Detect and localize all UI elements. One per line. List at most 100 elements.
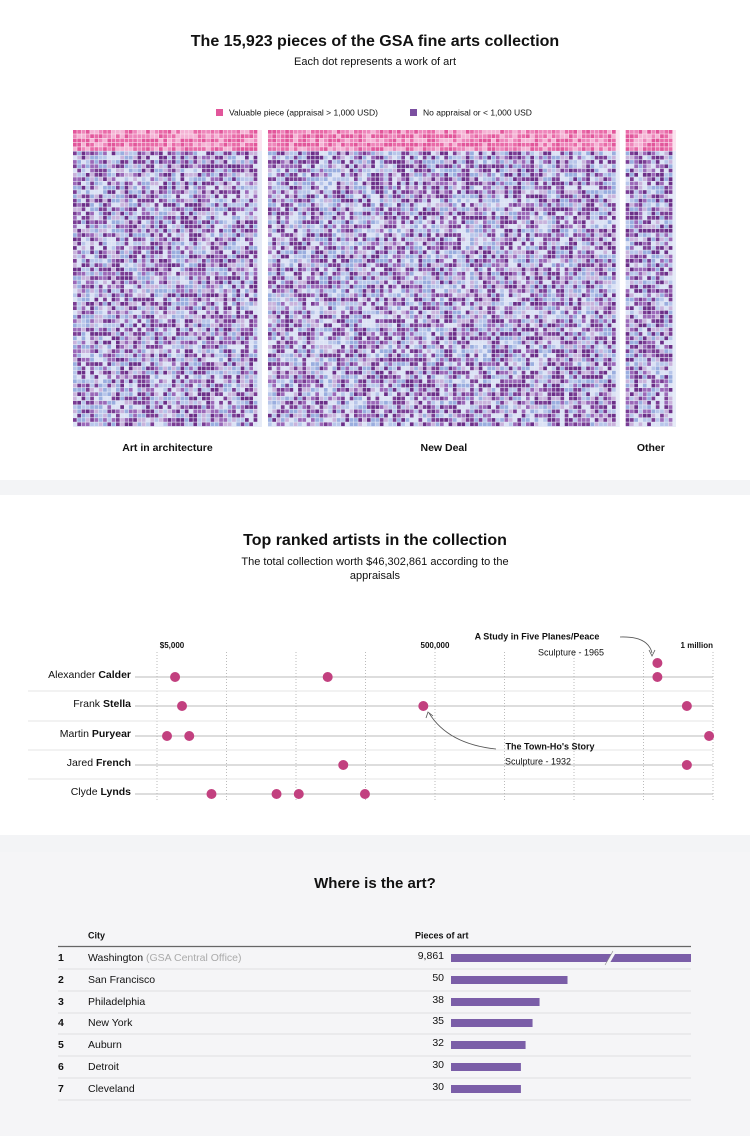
city: Washington (GSA Central Office) — [88, 952, 242, 964]
legend-label: Valuable piece (appraisal > 1,000 USD) — [229, 107, 378, 117]
value-label: 9,861 — [418, 950, 444, 962]
artist-name: Alexander Calder — [48, 669, 131, 681]
bar — [451, 976, 568, 984]
bar — [451, 998, 540, 1006]
legend-swatch — [216, 109, 223, 116]
dot-texture — [268, 130, 616, 427]
value-label: 32 — [432, 1037, 444, 1049]
axis-break-edge — [604, 950, 614, 966]
bar — [451, 1019, 533, 1027]
x-tick-label: 1 million — [681, 641, 714, 650]
artist-last-name: Calder — [98, 669, 131, 681]
value-label: 30 — [432, 1081, 444, 1093]
annotation-arrow — [428, 712, 497, 750]
city: Cleveland — [88, 1083, 135, 1095]
annotation-arrow — [619, 636, 653, 654]
city: New York — [88, 1017, 133, 1029]
artist-last-name: Puryear — [92, 728, 131, 740]
dot — [652, 658, 663, 668]
rank: 3 — [58, 996, 64, 1008]
rank: 7 — [58, 1083, 64, 1095]
dot — [652, 672, 663, 682]
rank: 1 — [58, 952, 64, 964]
dot — [162, 731, 173, 741]
waffle-panel — [267, 130, 620, 428]
artist-first-name: Frank — [73, 698, 101, 710]
axis-break — [605, 950, 617, 966]
chart-subtitle: Each dot represents a work of art — [294, 56, 456, 68]
artist-first-name: Alexander — [48, 669, 96, 681]
city-name: San Francisco — [88, 974, 155, 986]
column-header: Pieces of art — [415, 930, 469, 940]
annotation-subtitle: Sculpture - 1932 — [505, 756, 571, 766]
annotation-title: The Town-Ho's Story — [506, 741, 595, 751]
dot — [418, 701, 429, 711]
dot — [704, 731, 715, 741]
annotation-title: A Study in Five Planes/Peace — [475, 631, 600, 641]
city-name: Washington — [88, 952, 143, 964]
value-label: 30 — [432, 1059, 444, 1071]
city-name: New York — [88, 1017, 133, 1029]
category-label: Art in architecture — [122, 442, 213, 454]
bar — [451, 1085, 521, 1093]
dot — [271, 789, 282, 799]
category-label: Other — [637, 442, 665, 454]
rank: 6 — [58, 1061, 64, 1073]
rank: 4 — [58, 1017, 64, 1029]
section-background — [0, 495, 750, 835]
waffle-panel — [625, 130, 676, 427]
value-label: 50 — [432, 972, 444, 984]
waffle-panel — [73, 130, 262, 427]
city-name: Cleveland — [88, 1083, 135, 1095]
legend-label: No appraisal or < 1,000 USD — [423, 107, 532, 117]
dot — [293, 789, 304, 799]
dot — [170, 672, 181, 682]
artist-name: Martin Puryear — [60, 728, 131, 740]
value-label: 35 — [432, 1015, 444, 1027]
waffle-segment — [73, 130, 262, 151]
chart-title: Where is the art? — [314, 875, 436, 892]
city: Auburn — [88, 1039, 122, 1051]
bar — [451, 954, 691, 962]
chart-subtitle: The total collection worth $46,302,861 a… — [241, 556, 509, 582]
x-tick-label: $5,000 — [160, 641, 185, 650]
annotation-subtitle: Sculpture - 1965 — [538, 647, 604, 657]
arrow-head — [425, 711, 434, 719]
city-note: (GSA Central Office) — [146, 952, 242, 964]
artist-name: Jared French — [67, 757, 131, 769]
city-name: Auburn — [88, 1039, 122, 1051]
rank: 2 — [58, 974, 64, 986]
chart-title: Top ranked artists in the collection — [243, 532, 507, 549]
dot — [177, 701, 188, 711]
dot — [359, 789, 370, 799]
artist-last-name: Stella — [103, 698, 131, 710]
city-name: Philadelphia — [88, 996, 145, 1008]
artist-last-name: French — [96, 757, 131, 769]
category-label: New Deal — [421, 442, 468, 454]
rank: 5 — [58, 1039, 64, 1051]
artist-last-name: Lynds — [100, 786, 131, 798]
x-tick-label: 500,000 — [421, 641, 450, 650]
chart-title: The 15,923 pieces of the GSA fine arts c… — [191, 33, 559, 50]
dot — [184, 731, 195, 741]
dot-texture — [625, 130, 673, 427]
artist-name: Frank Stella — [73, 698, 131, 710]
artist-first-name: Jared — [67, 757, 93, 769]
dot — [206, 789, 217, 799]
value-label: 38 — [432, 994, 444, 1006]
dot — [338, 760, 349, 770]
bar — [451, 1063, 521, 1071]
city-name: Detroit — [88, 1061, 119, 1073]
bar — [451, 1041, 526, 1049]
city: Detroit — [88, 1061, 119, 1073]
section-background — [0, 852, 750, 1136]
dot — [681, 701, 692, 711]
dot — [322, 672, 333, 682]
dot — [681, 760, 692, 770]
arrow-head — [648, 649, 656, 657]
column-header: City — [88, 930, 105, 940]
city: Philadelphia — [88, 996, 145, 1008]
artist-name: Clyde Lynds — [71, 786, 131, 798]
